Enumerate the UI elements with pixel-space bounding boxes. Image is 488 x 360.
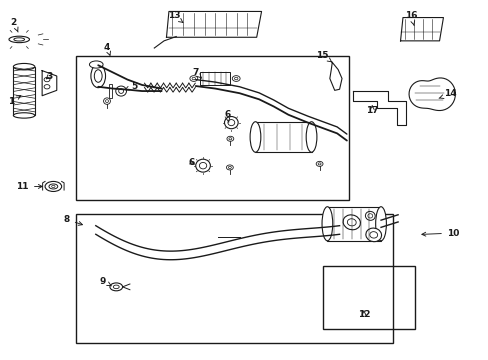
Ellipse shape [44,77,50,82]
Ellipse shape [13,113,35,118]
Text: 13: 13 [167,11,183,23]
Ellipse shape [110,283,122,291]
Bar [255,122,311,152]
Ellipse shape [195,159,210,172]
Text: 11: 11 [17,182,42,191]
Ellipse shape [365,211,374,220]
Bar [76,56,348,200]
Bar [327,207,380,241]
Ellipse shape [119,89,123,93]
Ellipse shape [13,63,35,70]
Text: 6: 6 [188,158,194,167]
Ellipse shape [365,228,381,242]
Text: 6: 6 [224,110,230,122]
Text: 8: 8 [63,215,82,225]
Text: 16: 16 [404,11,417,26]
Ellipse shape [322,207,332,241]
Polygon shape [352,91,406,125]
Ellipse shape [224,117,238,129]
Ellipse shape [305,122,316,152]
Ellipse shape [49,184,58,189]
Text: 2: 2 [11,18,18,32]
Bar [109,84,112,98]
Polygon shape [166,12,261,37]
Ellipse shape [316,161,323,166]
Bar [13,67,35,116]
Text: 15: 15 [316,51,331,62]
Text: 12: 12 [357,310,369,319]
Ellipse shape [189,76,197,81]
Polygon shape [329,62,341,90]
Ellipse shape [343,215,360,230]
Ellipse shape [249,122,260,152]
Ellipse shape [91,64,105,87]
Ellipse shape [9,36,29,42]
Text: 5: 5 [125,82,137,91]
Ellipse shape [375,207,386,241]
Ellipse shape [232,76,240,81]
Polygon shape [400,18,443,41]
Ellipse shape [226,165,233,170]
Ellipse shape [94,70,102,82]
Text: 9: 9 [100,276,111,286]
Text: 17: 17 [365,105,378,114]
Ellipse shape [89,61,103,68]
Text: 4: 4 [103,43,110,55]
Bar [322,266,414,329]
Ellipse shape [45,181,61,192]
Text: 7: 7 [192,68,202,78]
Text: 14: 14 [438,89,456,99]
Ellipse shape [44,85,50,89]
Ellipse shape [103,98,110,104]
Ellipse shape [226,136,233,141]
Text: 3: 3 [46,72,53,81]
Bar [76,214,392,343]
Polygon shape [408,78,454,111]
Text: 1: 1 [8,96,20,105]
Ellipse shape [14,38,24,41]
Ellipse shape [116,86,126,96]
Ellipse shape [113,285,119,289]
Text: 10: 10 [421,229,458,238]
Bar [199,72,229,85]
Polygon shape [42,71,57,96]
